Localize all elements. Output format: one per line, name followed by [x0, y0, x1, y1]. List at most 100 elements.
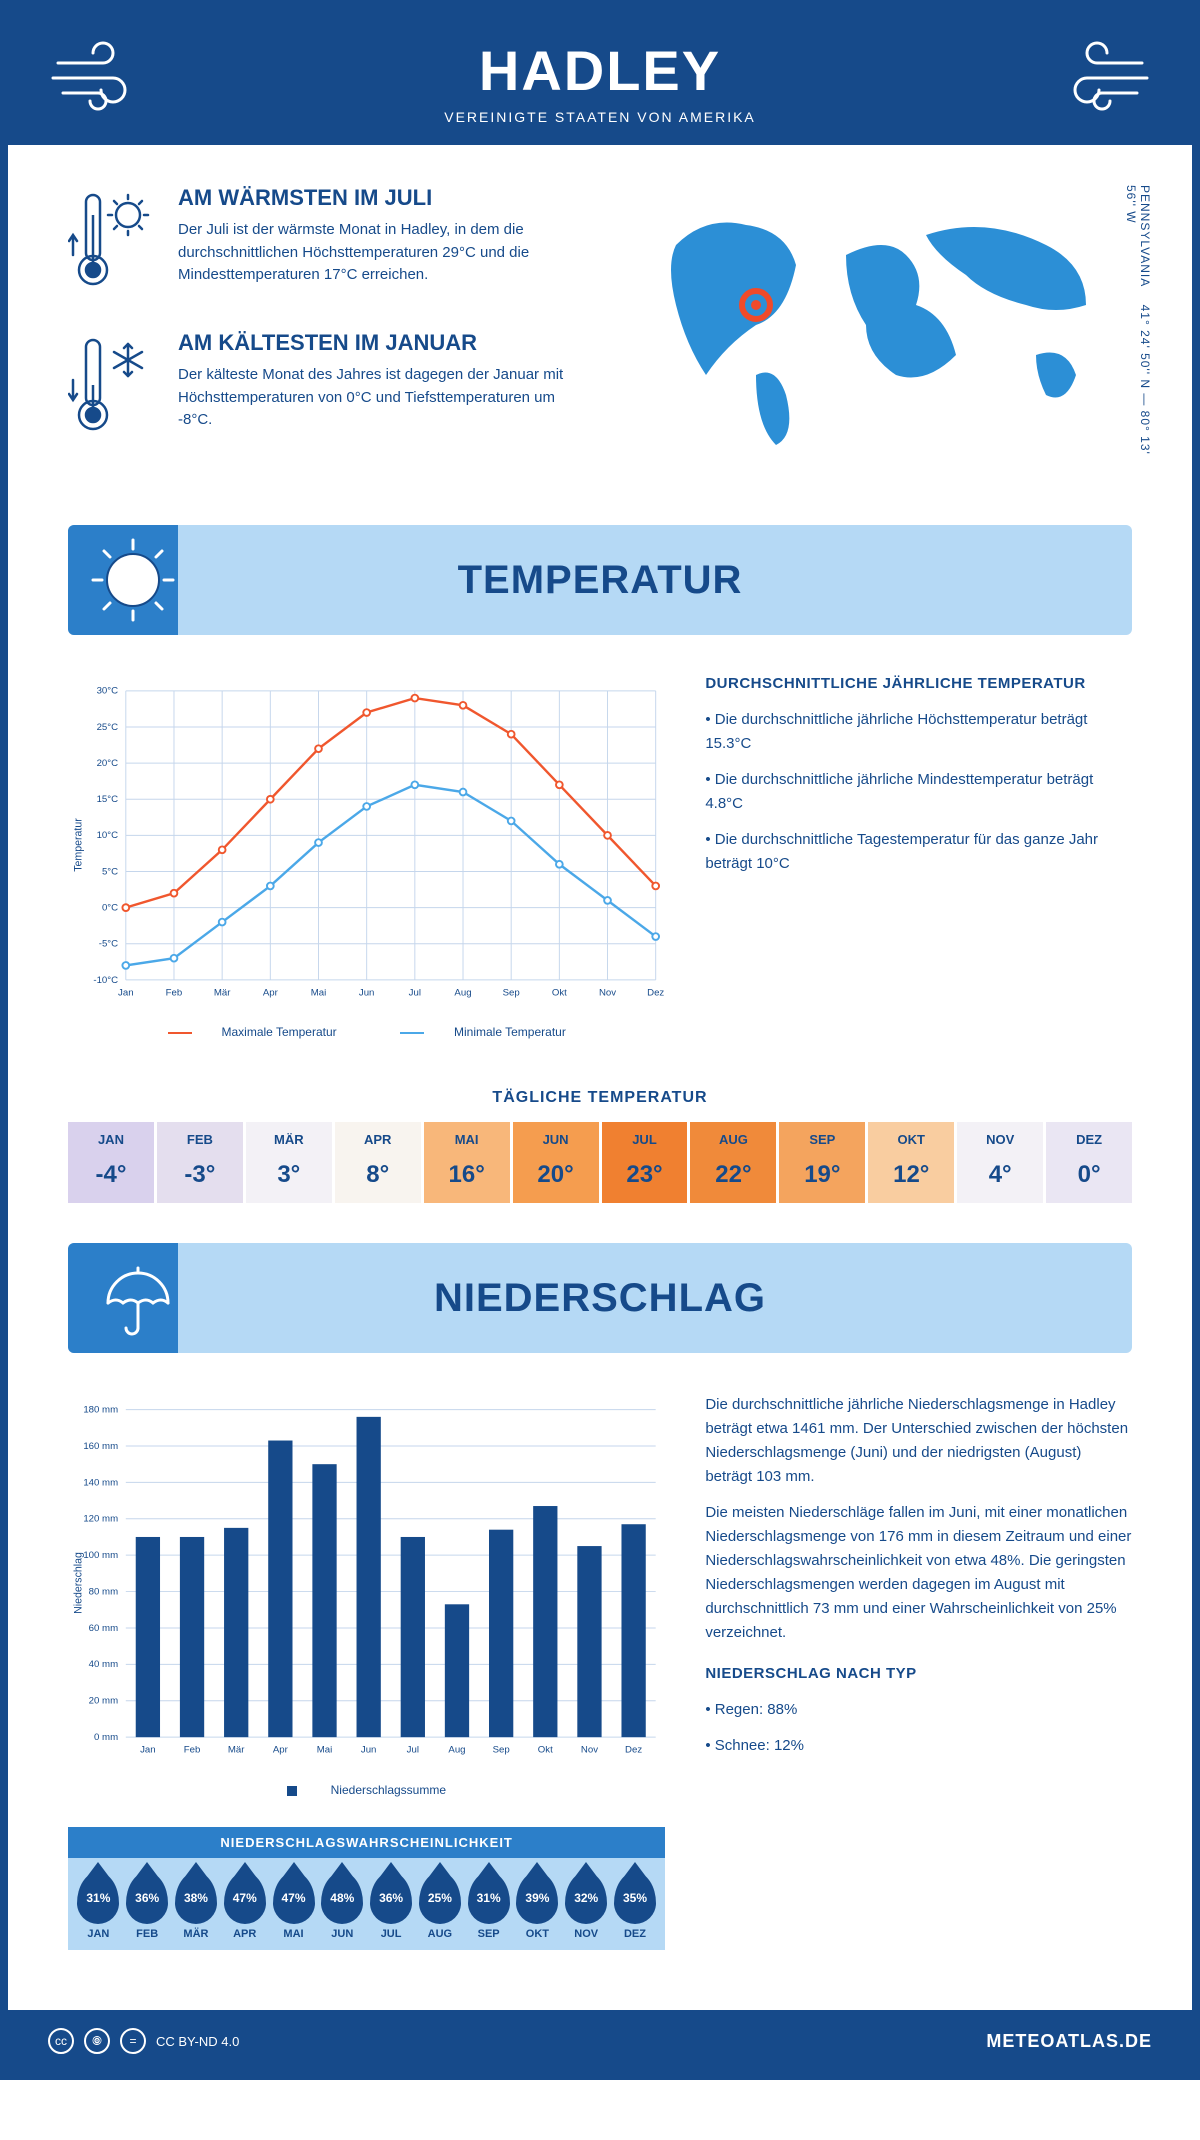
svg-text:Temperatur: Temperatur: [72, 818, 84, 872]
svg-text:60 mm: 60 mm: [89, 1623, 118, 1634]
svg-text:-10°C: -10°C: [93, 975, 118, 986]
svg-text:5°C: 5°C: [102, 866, 118, 877]
fact-cold-title: AM KÄLTESTEN IM JANUAR: [178, 330, 580, 356]
month-box: SEP19°: [779, 1122, 868, 1203]
svg-text:Apr: Apr: [263, 987, 279, 998]
fact-warm-title: AM WÄRMSTEN IM JULI: [178, 185, 580, 211]
svg-text:Dez: Dez: [647, 987, 664, 998]
brand: METEOATLAS.DE: [986, 2031, 1152, 2052]
sun-icon: [88, 535, 178, 625]
page-title: HADLEY: [28, 38, 1172, 103]
precip-info: Die durchschnittliche jährliche Niedersc…: [705, 1393, 1132, 1950]
fact-cold-text: Der kälteste Monat des Jahres ist dagege…: [178, 364, 580, 432]
temp-legend: Maximale Temperatur Minimale Temperatur: [68, 1025, 665, 1039]
svg-text:Jan: Jan: [140, 1745, 156, 1756]
svg-text:0°C: 0°C: [102, 903, 118, 914]
probability-title: NIEDERSCHLAGSWAHRSCHEINLICHKEIT: [68, 1827, 665, 1858]
month-box: JUN20°: [513, 1122, 602, 1203]
page: HADLEY VEREINIGTE STAATEN VON AMERIKA AM…: [0, 0, 1200, 2080]
svg-text:10°C: 10°C: [97, 830, 119, 841]
svg-text:Sep: Sep: [493, 1745, 510, 1756]
probability-drop: 31%JAN: [76, 1872, 121, 1940]
temp-section-header: TEMPERATUR: [68, 525, 1132, 635]
precip-section-header: NIEDERSCHLAG: [68, 1243, 1132, 1353]
svg-text:25°C: 25°C: [97, 722, 119, 733]
svg-text:180 mm: 180 mm: [83, 1404, 118, 1415]
month-box: JAN-4°: [68, 1122, 157, 1203]
coordinates: PENNSYLVANIA 41° 24' 50'' N — 80° 13' 56…: [1124, 185, 1152, 475]
svg-text:Aug: Aug: [448, 1745, 465, 1756]
cc-icon: cc: [48, 2028, 74, 2054]
precip-title: NIEDERSCHLAG: [434, 1276, 766, 1321]
probability-drops: 31%JAN36%FEB38%MÄR47%APR47%MAI48%JUN36%J…: [68, 1858, 665, 1950]
svg-text:Nov: Nov: [599, 987, 616, 998]
temp-bullet: • Die durchschnittliche jährliche Mindes…: [705, 768, 1132, 816]
thermometer-sun-icon: [68, 185, 158, 300]
svg-text:120 mm: 120 mm: [83, 1514, 118, 1525]
daily-temp-title: TÄGLICHE TEMPERATUR: [8, 1089, 1192, 1107]
temp-info-title: DURCHSCHNITTLICHE JÄHRLICHE TEMPERATUR: [705, 675, 1132, 692]
probability-drop: 47%MAI: [271, 1872, 316, 1940]
precip-text: Die durchschnittliche jährliche Niedersc…: [705, 1393, 1132, 1489]
svg-text:Apr: Apr: [273, 1745, 289, 1756]
probability-drop: 31%SEP: [466, 1872, 511, 1940]
svg-text:140 mm: 140 mm: [83, 1477, 118, 1488]
svg-text:Nov: Nov: [581, 1745, 598, 1756]
fact-warm-text: Der Juli ist der wärmste Monat in Hadley…: [178, 219, 580, 287]
svg-text:Aug: Aug: [454, 987, 471, 998]
probability-drop: 47%APR: [222, 1872, 267, 1940]
wind-icon: [48, 38, 158, 123]
svg-text:30°C: 30°C: [97, 686, 119, 697]
svg-text:Okt: Okt: [552, 987, 567, 998]
svg-text:20°C: 20°C: [97, 758, 119, 769]
precip-chart-row: 0 mm20 mm40 mm60 mm80 mm100 mm120 mm140 …: [8, 1353, 1192, 1970]
header: HADLEY VEREINIGTE STAATEN VON AMERIKA: [8, 8, 1192, 145]
svg-text:Mai: Mai: [317, 1745, 333, 1756]
temp-info: DURCHSCHNITTLICHE JÄHRLICHE TEMPERATUR •…: [705, 675, 1132, 1039]
thermometer-snow-icon: [68, 330, 158, 445]
svg-text:Mär: Mär: [228, 1745, 245, 1756]
precip-type-title: NIEDERSCHLAG NACH TYP: [705, 1665, 1132, 1682]
probability-drop: 48%JUN: [320, 1872, 365, 1940]
probability-drop: 38%MÄR: [174, 1872, 219, 1940]
month-box: NOV4°: [957, 1122, 1046, 1203]
precip-legend: Niederschlagssumme: [68, 1783, 665, 1797]
intro-section: AM WÄRMSTEN IM JULI Der Juli ist der wär…: [8, 145, 1192, 505]
svg-text:Jul: Jul: [409, 987, 421, 998]
svg-text:Dez: Dez: [625, 1745, 642, 1756]
month-box: FEB-3°: [157, 1122, 246, 1203]
probability-box: NIEDERSCHLAGSWAHRSCHEINLICHKEIT 31%JAN36…: [68, 1827, 665, 1950]
fact-cold: AM KÄLTESTEN IM JANUAR Der kälteste Mona…: [68, 330, 580, 445]
precip-type: • Regen: 88%: [705, 1698, 1132, 1722]
nd-icon: =: [120, 2028, 146, 2054]
svg-text:160 mm: 160 mm: [83, 1441, 118, 1452]
svg-text:Jul: Jul: [407, 1745, 419, 1756]
precip-bar-chart: 0 mm20 mm40 mm60 mm80 mm100 mm120 mm140 …: [68, 1393, 665, 1773]
month-box: APR8°: [335, 1122, 424, 1203]
by-icon: 🞋: [84, 2028, 110, 2054]
probability-drop: 36%FEB: [125, 1872, 170, 1940]
month-box: MÄR3°: [246, 1122, 335, 1203]
month-box: JUL23°: [602, 1122, 691, 1203]
precip-text: Die meisten Niederschläge fallen im Juni…: [705, 1501, 1132, 1645]
month-box: AUG22°: [690, 1122, 779, 1203]
temp-title: TEMPERATUR: [458, 558, 743, 603]
svg-text:0 mm: 0 mm: [94, 1732, 118, 1743]
svg-text:Feb: Feb: [184, 1745, 201, 1756]
svg-text:-5°C: -5°C: [99, 939, 118, 950]
svg-text:Jun: Jun: [361, 1745, 377, 1756]
probability-drop: 32%NOV: [564, 1872, 609, 1940]
umbrella-icon: [88, 1253, 178, 1343]
svg-text:Sep: Sep: [503, 987, 520, 998]
month-box: DEZ0°: [1046, 1122, 1132, 1203]
svg-text:Mai: Mai: [311, 987, 327, 998]
svg-text:80 mm: 80 mm: [89, 1586, 118, 1597]
license: cc 🞋 = CC BY-ND 4.0: [48, 2028, 239, 2054]
svg-text:Mär: Mär: [214, 987, 231, 998]
svg-text:20 mm: 20 mm: [89, 1696, 118, 1707]
month-box: MAI16°: [424, 1122, 513, 1203]
probability-drop: 35%DEZ: [613, 1872, 658, 1940]
daily-temp-boxes: JAN-4°FEB-3°MÄR3°APR8°MAI16°JUN20°JUL23°…: [68, 1122, 1132, 1203]
wind-icon: [1042, 38, 1152, 123]
world-map: PENNSYLVANIA 41° 24' 50'' N — 80° 13' 56…: [620, 185, 1132, 475]
